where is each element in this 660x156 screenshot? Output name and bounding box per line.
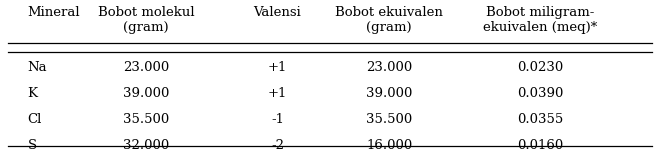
Text: 32.000: 32.000	[123, 139, 169, 152]
Text: 23.000: 23.000	[123, 61, 169, 74]
Text: 0.0160: 0.0160	[517, 139, 564, 152]
Text: 23.000: 23.000	[366, 61, 412, 74]
Text: Bobot miligram-
ekuivalen (meq)*: Bobot miligram- ekuivalen (meq)*	[483, 6, 597, 34]
Text: 35.500: 35.500	[366, 113, 412, 126]
Text: 0.0355: 0.0355	[517, 113, 564, 126]
Text: Na: Na	[28, 61, 48, 74]
Text: 35.500: 35.500	[123, 113, 169, 126]
Text: 0.0230: 0.0230	[517, 61, 564, 74]
Text: Cl: Cl	[28, 113, 42, 126]
Text: 39.000: 39.000	[123, 87, 169, 100]
Text: +1: +1	[268, 87, 287, 100]
Text: Bobot molekul
(gram): Bobot molekul (gram)	[98, 6, 194, 34]
Text: Mineral: Mineral	[28, 6, 81, 19]
Text: Valensi: Valensi	[253, 6, 302, 19]
Text: +1: +1	[268, 61, 287, 74]
Text: 16.000: 16.000	[366, 139, 412, 152]
Text: Bobot ekuivalen
(gram): Bobot ekuivalen (gram)	[335, 6, 443, 34]
Text: 0.0390: 0.0390	[517, 87, 564, 100]
Text: K: K	[28, 87, 38, 100]
Text: -1: -1	[271, 113, 284, 126]
Text: -2: -2	[271, 139, 284, 152]
Text: 39.000: 39.000	[366, 87, 412, 100]
Text: S: S	[28, 139, 37, 152]
